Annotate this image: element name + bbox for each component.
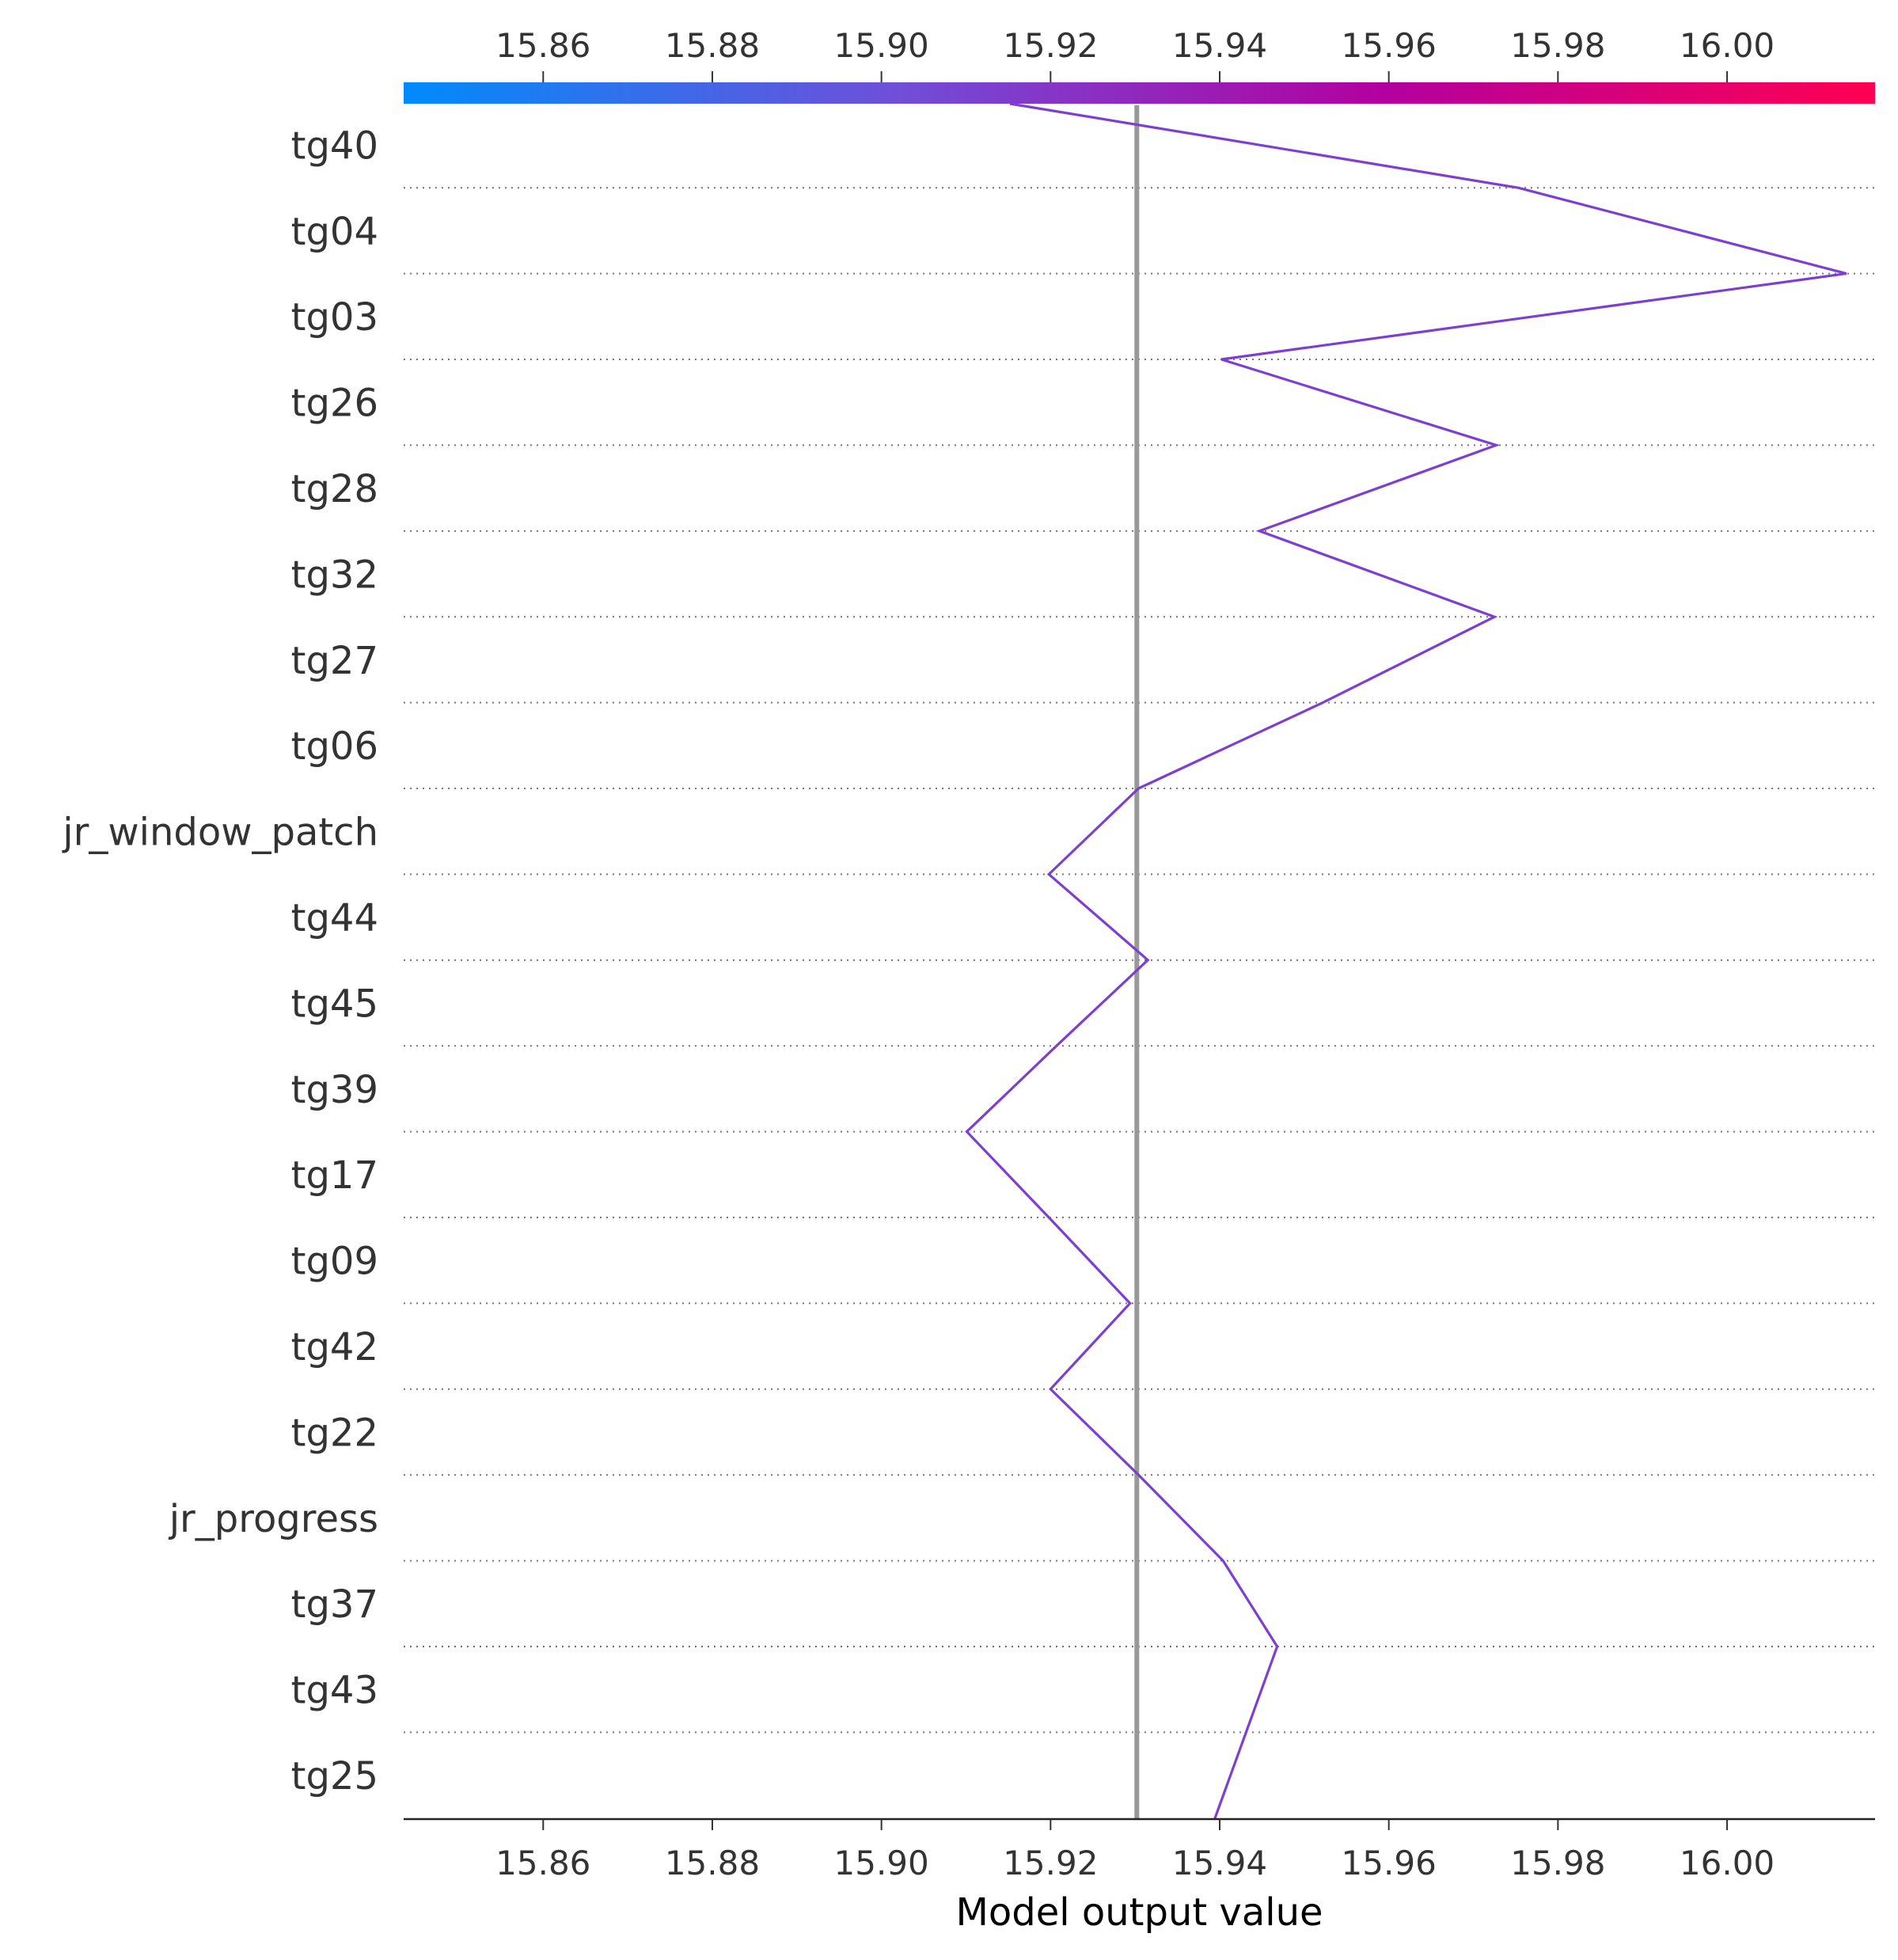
top-tick-label: 15.98 bbox=[1510, 26, 1605, 65]
feature-label: tg25 bbox=[291, 1754, 378, 1799]
decision-path-line bbox=[967, 104, 1847, 1819]
top-tick-label: 15.92 bbox=[1003, 26, 1098, 65]
top-tick-label: 15.90 bbox=[834, 26, 929, 65]
top-tick-label: 15.94 bbox=[1172, 26, 1267, 65]
feature-label: tg06 bbox=[291, 724, 378, 769]
feature-label: tg43 bbox=[291, 1669, 378, 1713]
feature-label: tg26 bbox=[291, 382, 378, 426]
feature-label: tg28 bbox=[291, 467, 378, 511]
bottom-tick-label: 15.88 bbox=[665, 1844, 760, 1882]
top-tick-label: 15.96 bbox=[1342, 26, 1437, 65]
top-tick-label: 15.88 bbox=[665, 26, 760, 65]
colorbar bbox=[404, 82, 1875, 104]
feature-label: tg03 bbox=[291, 295, 378, 340]
feature-label: tg45 bbox=[291, 982, 378, 1026]
bottom-tick-label: 15.90 bbox=[834, 1844, 929, 1882]
feature-label: jr_progress bbox=[169, 1497, 378, 1541]
top-tick-label: 16.00 bbox=[1680, 26, 1775, 65]
bottom-tick-label: 15.94 bbox=[1172, 1844, 1267, 1882]
bottom-tick-label: 15.98 bbox=[1510, 1844, 1605, 1882]
x-axis-title: Model output value bbox=[955, 1890, 1323, 1935]
feature-label: tg09 bbox=[291, 1240, 378, 1284]
feature-label: tg40 bbox=[291, 123, 378, 168]
bottom-tick-label: 16.00 bbox=[1680, 1844, 1775, 1882]
top-tick-label: 15.86 bbox=[495, 26, 590, 65]
feature-label: tg04 bbox=[291, 210, 378, 254]
feature-label: jr_window_patch bbox=[62, 811, 378, 855]
feature-label: tg17 bbox=[291, 1153, 378, 1198]
feature-label: tg22 bbox=[291, 1411, 378, 1455]
feature-label: tg44 bbox=[291, 896, 378, 940]
bottom-tick-label: 15.86 bbox=[495, 1844, 590, 1882]
feature-label: tg27 bbox=[291, 639, 378, 683]
feature-label: tg37 bbox=[291, 1582, 378, 1627]
feature-label: tg42 bbox=[291, 1325, 378, 1369]
feature-label: tg39 bbox=[291, 1068, 378, 1112]
bottom-tick-label: 15.96 bbox=[1342, 1844, 1437, 1882]
bottom-tick-label: 15.92 bbox=[1003, 1844, 1098, 1882]
feature-label: tg32 bbox=[291, 553, 378, 597]
